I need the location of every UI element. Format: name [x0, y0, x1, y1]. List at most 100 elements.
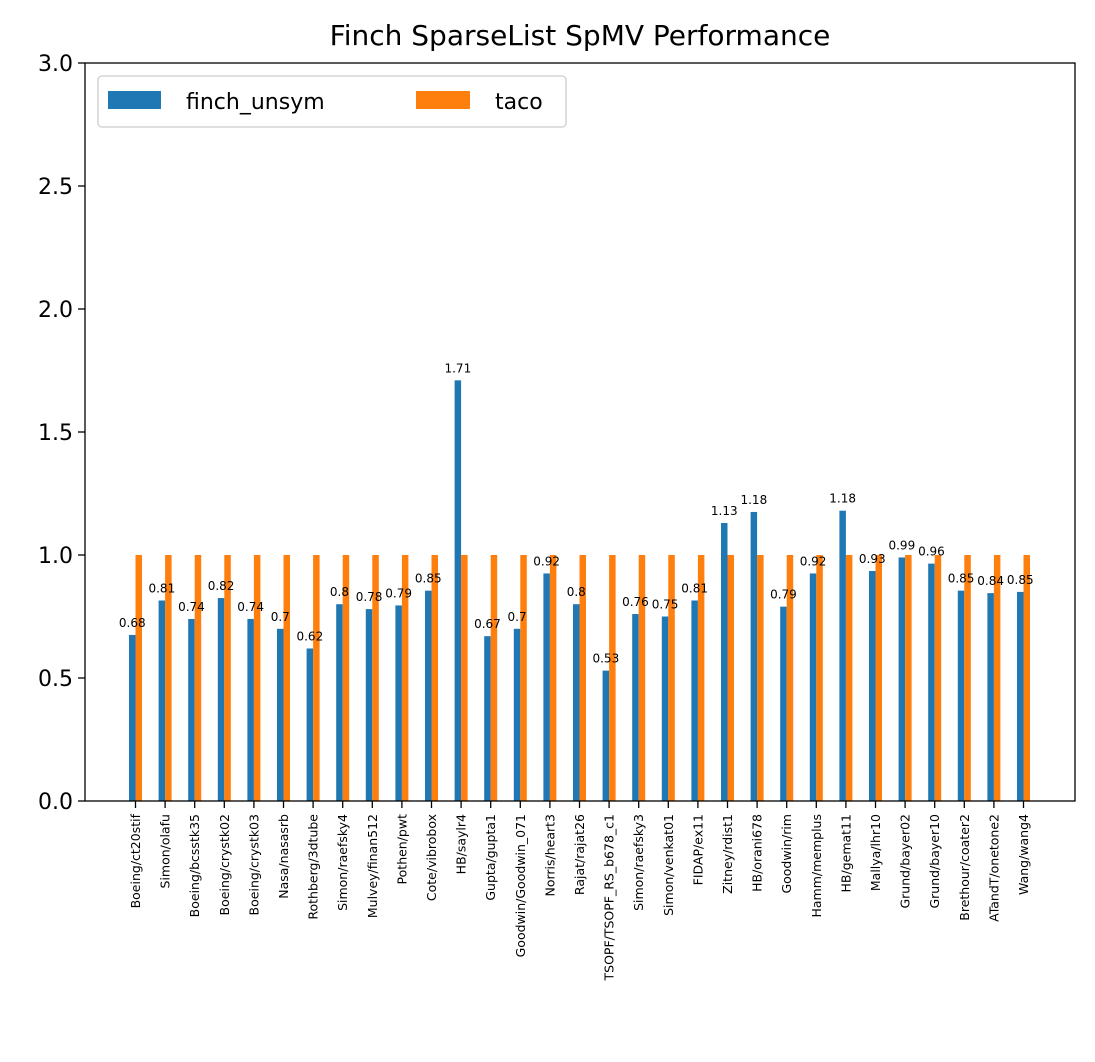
bar-finch-unsym	[839, 510, 846, 801]
bar-taco	[697, 555, 705, 801]
bar-finch-unsym	[721, 523, 728, 801]
bar-value-label: 0.85	[1007, 573, 1034, 587]
bar-finch-unsym	[1017, 591, 1024, 801]
bar-value-label: 0.74	[237, 600, 264, 614]
bars	[129, 380, 1030, 801]
bar-value-label: 0.53	[592, 652, 619, 666]
bar-finch-unsym	[217, 598, 225, 801]
bar-finch-unsym	[188, 618, 195, 801]
bar-value-label: 0.82	[208, 579, 235, 593]
bar-value-label: 0.96	[918, 545, 945, 559]
bar-finch-unsym	[928, 563, 935, 801]
bar-finch-unsym	[602, 670, 610, 801]
x-tick-label: Simon/raefsky4	[335, 814, 350, 911]
bar-value-label: 0.8	[330, 585, 349, 599]
y-tick-label: 3.0	[38, 52, 73, 77]
bar-taco	[461, 555, 468, 801]
y-tick-label: 2.5	[38, 175, 73, 200]
bar-value-label: 0.81	[681, 582, 708, 596]
x-tick-label: Mallya/lhr10	[868, 814, 883, 891]
bar-value-label: 0.92	[800, 554, 827, 568]
bar-taco	[549, 555, 557, 801]
bar-value-label: 0.75	[652, 598, 679, 612]
y-axis: 0.0 0.5 1.0 1.5 2.0 2.5 3.0	[38, 52, 85, 815]
bar-finch-unsym	[750, 511, 758, 801]
bar-taco	[993, 555, 1001, 801]
bar-finch-unsym	[691, 600, 698, 801]
bar-value-label: 0.99	[888, 538, 915, 552]
bar-taco	[431, 555, 438, 801]
x-tick-label: Wang/wang4	[1016, 814, 1031, 895]
bar-value-label: 0.62	[296, 629, 323, 643]
bar-finch-unsym	[277, 628, 284, 801]
x-tick-label: Gupta/gupta1	[483, 814, 498, 901]
x-tick-label: Boeing/crystk03	[246, 814, 261, 915]
bar-finch-unsym	[632, 614, 639, 801]
bar-taco	[313, 555, 320, 801]
x-tick-label: Grund/bayer02	[898, 814, 913, 909]
y-tick-label: 1.5	[38, 421, 73, 446]
legend-swatch-taco	[416, 91, 470, 109]
x-tick-label: Rothberg/3dtube	[306, 814, 321, 920]
bar-value-label: 0.76	[622, 595, 649, 609]
x-tick-label: Simon/venkat01	[661, 814, 676, 916]
bar-value-label: 0.79	[385, 586, 412, 600]
bar-taco	[845, 555, 853, 801]
bar-taco	[757, 555, 764, 801]
bar-finch-unsym	[247, 618, 254, 801]
x-tick-label: Boeing/ct20stif	[128, 813, 143, 908]
legend: finch_unsym taco	[97, 75, 567, 128]
x-tick-label: Boeing/crystk02	[217, 814, 232, 915]
bar-finch-unsym	[129, 634, 136, 801]
y-tick-label: 1.0	[38, 544, 73, 569]
bar-finch-unsym	[365, 609, 373, 801]
bar-value-label: 0.93	[859, 552, 886, 566]
bar-taco	[934, 555, 942, 801]
y-tick-label: 0.0	[38, 790, 73, 815]
bar-value-label: 0.85	[415, 572, 442, 586]
chart-title: Finch SparseList SpMV Performance	[330, 19, 831, 52]
bar-value-label: 1.13	[711, 504, 738, 518]
x-tick-label: HB/saylr4	[454, 814, 469, 874]
x-tick-label: Norris/heart3	[542, 814, 557, 897]
bar-value-label: 0.7	[271, 610, 290, 624]
bar-taco	[668, 555, 675, 801]
bar-taco	[1023, 555, 1030, 801]
x-tick-label: Zitney/rdist1	[720, 814, 735, 894]
x-tick-label: Brethour/coater2	[957, 814, 972, 921]
bar-finch-unsym	[395, 605, 402, 801]
legend-frame	[97, 75, 567, 128]
x-tick-label: Goodwin/rim	[779, 814, 794, 894]
x-tick-label: FIDAP/ex11	[690, 814, 705, 885]
x-tick-label: HB/gemat11	[838, 814, 853, 892]
x-tick-label: ATandT/onetone2	[986, 814, 1001, 922]
x-tick-label: Simon/olafu	[158, 814, 173, 888]
y-tick-label: 2.0	[38, 298, 73, 323]
bar-finch-unsym	[484, 636, 491, 801]
bar-value-label: 0.68	[119, 616, 146, 630]
x-tick-label: Cote/vibrobox	[424, 814, 439, 901]
y-tick-label: 0.5	[38, 667, 73, 692]
bar-taco	[875, 555, 882, 801]
bar-taco	[194, 555, 202, 801]
bar-value-label: 0.85	[948, 572, 975, 586]
x-tick-label: Pothen/pwt	[394, 814, 409, 885]
bar-taco	[401, 555, 409, 801]
bar-taco	[579, 555, 586, 801]
bar-taco	[490, 555, 498, 801]
bar-taco	[727, 555, 734, 801]
bar-taco	[609, 555, 616, 801]
bar-value-label: 0.8	[567, 585, 586, 599]
bar-taco	[253, 555, 261, 801]
bar-taco	[638, 555, 646, 801]
bar-value-label: 0.84	[977, 574, 1004, 588]
legend-label-taco: taco	[495, 90, 543, 115]
bar-finch-unsym	[543, 573, 550, 801]
x-tick-label: Nasa/nasasrb	[276, 814, 291, 899]
bar-finch-unsym	[158, 600, 166, 801]
legend-label-finch-unsym: finch_unsym	[186, 90, 325, 115]
bar-finch-unsym	[957, 590, 965, 801]
bar-taco	[816, 555, 823, 801]
bar-value-label: 1.18	[829, 492, 856, 506]
